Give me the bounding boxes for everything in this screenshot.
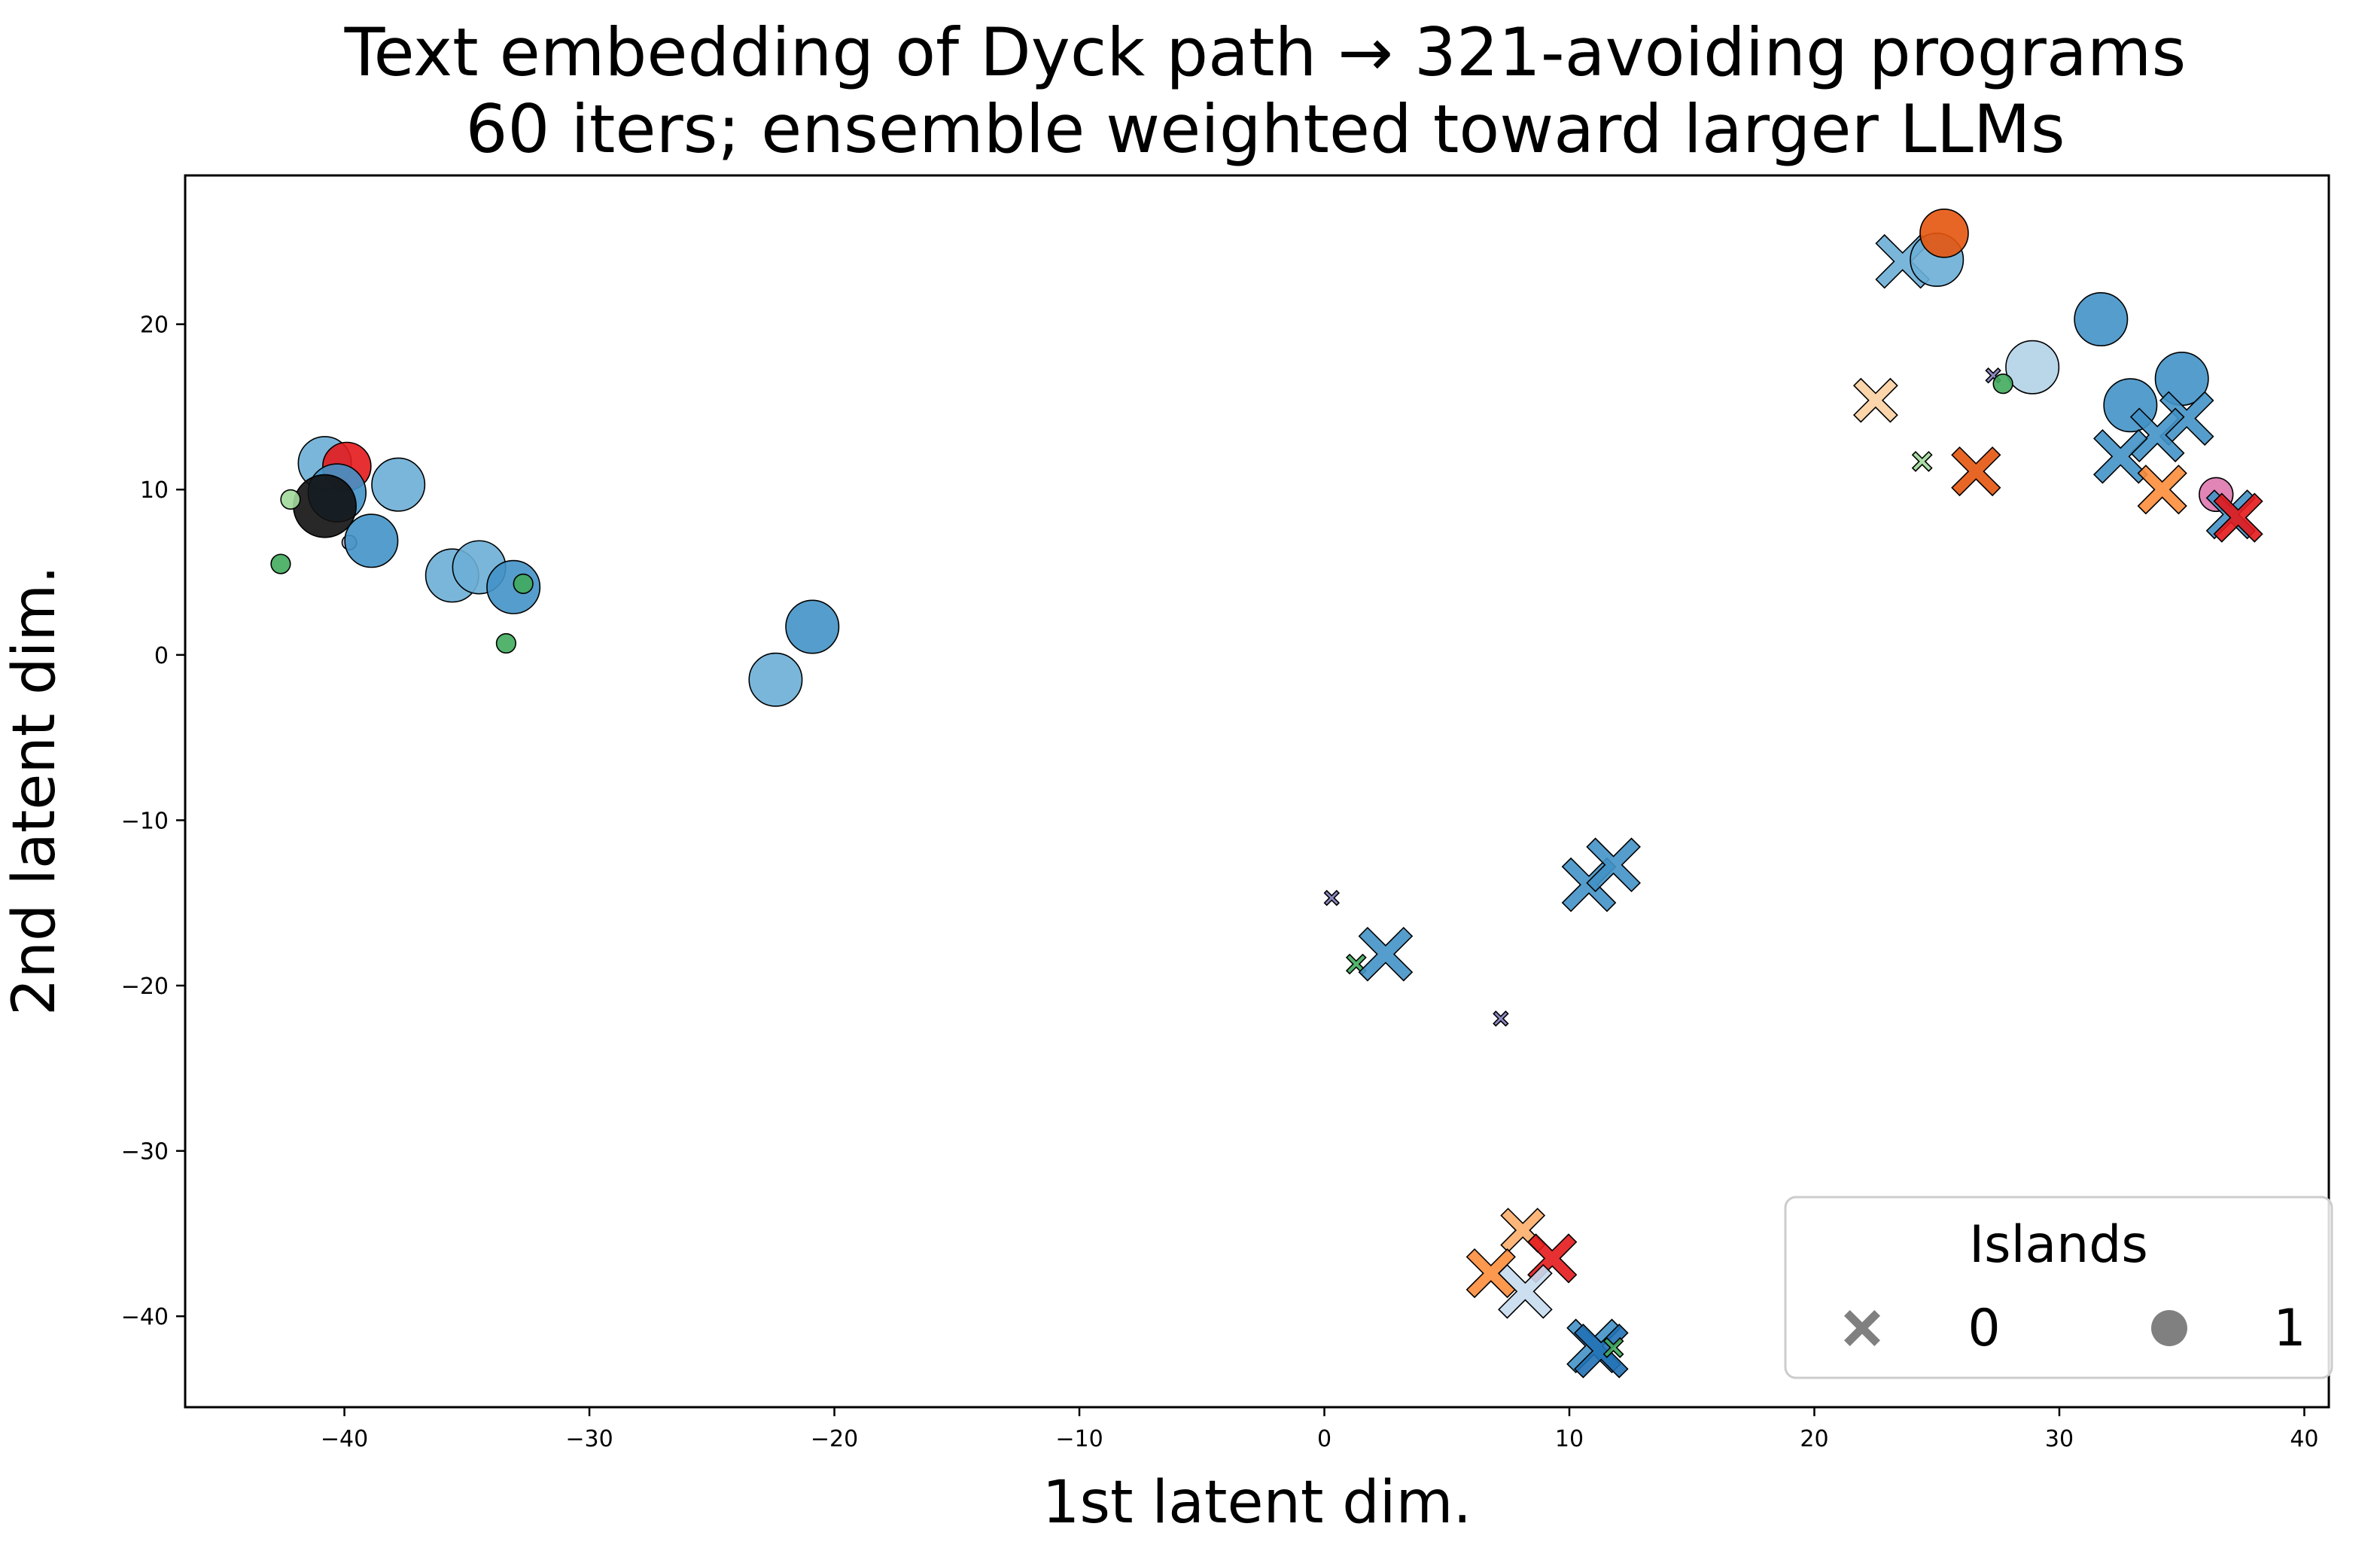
x-axis-label: 1st latent dim. bbox=[1042, 1469, 1472, 1537]
scatter-point-circle bbox=[371, 457, 426, 512]
scatter-point-circle bbox=[344, 513, 399, 568]
scatter-point-circle bbox=[495, 632, 516, 654]
scatter-point-circle bbox=[280, 489, 301, 510]
scatter-point-x bbox=[1323, 889, 1341, 906]
scatter-point-x bbox=[1911, 450, 1933, 472]
legend-circle-icon bbox=[2151, 1310, 2187, 1346]
y-tick-label: −30 bbox=[121, 1139, 169, 1166]
scatter-point-circle bbox=[785, 599, 840, 654]
scatter-point-x bbox=[2213, 492, 2263, 543]
scatter-point-x bbox=[1586, 837, 1641, 893]
scatter-point-circle bbox=[1992, 373, 2013, 395]
x-tick-label: 20 bbox=[1800, 1426, 1828, 1452]
scatter-point-x bbox=[1852, 377, 1898, 423]
y-tick-label: 10 bbox=[140, 477, 169, 504]
scatter-point-x bbox=[1358, 926, 1414, 982]
scatter-point-circle bbox=[748, 652, 803, 707]
scatter-point-circle bbox=[486, 559, 541, 614]
scatter-point-circle bbox=[2074, 292, 2129, 347]
legend-label-0: 0 bbox=[1968, 1299, 2000, 1358]
x-tick-label: −20 bbox=[811, 1426, 858, 1452]
scatter-point-x bbox=[1951, 446, 2001, 497]
scatter-point-circle bbox=[293, 474, 357, 538]
legend-label-1: 1 bbox=[2273, 1299, 2305, 1358]
y-tick-label: −20 bbox=[121, 974, 169, 1000]
legend-circle-marker bbox=[2151, 1310, 2187, 1346]
y-tick-label: 20 bbox=[140, 312, 169, 339]
x-tick-label: 10 bbox=[1555, 1426, 1584, 1452]
scatter-point-circle bbox=[2005, 340, 2060, 395]
legend-title: Islands bbox=[1969, 1215, 2148, 1275]
scatter-point-circle bbox=[270, 553, 291, 574]
scatter-point-circle bbox=[513, 573, 534, 595]
y-axis-label: 2nd latent dim. bbox=[1, 565, 68, 1016]
legend-x-icon bbox=[1844, 1310, 1880, 1346]
x-tick-label: 30 bbox=[2045, 1426, 2074, 1452]
scatter-point-x bbox=[1573, 1323, 1629, 1379]
x-tick-label: −30 bbox=[565, 1426, 613, 1452]
plot-frame bbox=[184, 174, 2330, 1409]
x-tick-label: 0 bbox=[1317, 1426, 1332, 1452]
x-tick-label: −10 bbox=[1055, 1426, 1103, 1452]
y-tick-label: −40 bbox=[121, 1304, 169, 1330]
chart-title-line-1: Text embedding of Dyck path → 321-avoidi… bbox=[344, 14, 2187, 91]
chart-title-line-2: 60 iters; ensemble weighted toward large… bbox=[465, 90, 2065, 168]
scatter-point-x bbox=[1602, 1336, 1624, 1358]
x-tick-label: −40 bbox=[321, 1426, 368, 1452]
scatter-point-x bbox=[2137, 465, 2187, 515]
x-tick-label: 40 bbox=[2290, 1426, 2318, 1452]
data-points bbox=[270, 209, 2263, 1379]
scatter-point-x bbox=[1493, 1010, 1509, 1027]
scatter-point-x bbox=[1498, 1263, 1553, 1319]
y-tick-label: −10 bbox=[121, 808, 169, 834]
y-tick-label: 0 bbox=[154, 643, 169, 669]
legend-box bbox=[1784, 1196, 2333, 1379]
scatter-point-circle bbox=[1919, 209, 1969, 258]
legend-x-marker bbox=[1844, 1310, 1880, 1346]
legend: Islands 0 1 bbox=[1784, 1196, 2333, 1379]
